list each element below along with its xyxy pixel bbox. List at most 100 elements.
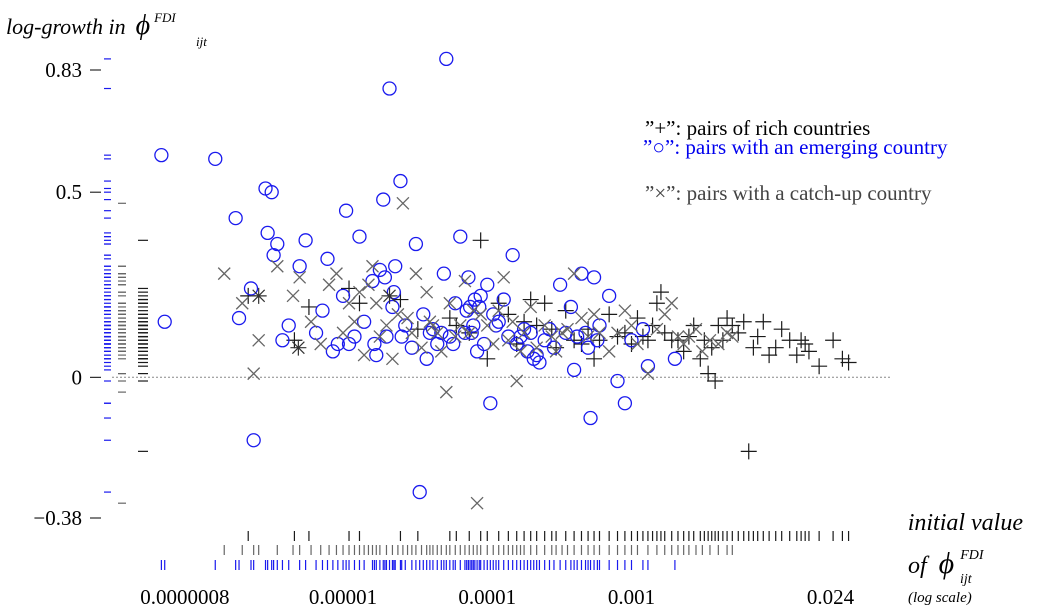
emerging-pair-point (352, 229, 367, 244)
catchup-pair-point (336, 326, 350, 340)
rich-pair-point (793, 332, 810, 349)
catchup-pair-point (247, 367, 261, 381)
overlapping-point (290, 339, 307, 356)
rich-pair-point (639, 332, 656, 349)
catchup-pair-point (549, 344, 563, 358)
catchup-pair-point (462, 326, 476, 340)
emerging-pair-point (386, 284, 401, 300)
emerging-pair-point (617, 396, 633, 411)
emerging-pair-point (347, 329, 362, 344)
catchup-pair-point (538, 319, 552, 332)
catchup-pair-point (625, 319, 638, 332)
emerging-pair-point (385, 299, 400, 315)
catchup-pair-point (650, 322, 664, 336)
emerging-pair-point (408, 236, 424, 252)
x-axis-title: initial value of ϕ FDI ijt (log scale) (908, 510, 1024, 606)
rich-pair-point (707, 373, 724, 390)
catchup-pair-point (711, 337, 725, 351)
rich-pair-point (740, 443, 757, 460)
emerging-pair-point (412, 484, 427, 500)
catchup-pair-point (293, 270, 307, 284)
rich-pair-point (840, 354, 857, 371)
catchup-pair-point (689, 322, 703, 336)
emerging-pair-point (610, 373, 625, 389)
emerging-pair-point (372, 262, 388, 278)
emerging-pair-point (505, 247, 520, 263)
emerging-pair-point (640, 359, 656, 374)
rich-pair-point (601, 306, 618, 323)
rich-pair-point (825, 332, 842, 349)
emerging-pair-point (488, 318, 504, 333)
catchup-pair-point (530, 341, 544, 355)
rich-pair-point (700, 365, 717, 382)
catchup-pair-point (322, 278, 336, 292)
emerging-pair-point (464, 325, 479, 341)
emerging-pair-point (476, 336, 492, 352)
emerging-pair-point (436, 266, 452, 281)
emerging-pair-point (442, 329, 457, 344)
emerging-pair-point (459, 303, 474, 318)
rich-pair-point (767, 339, 784, 356)
catchup-pair-point (695, 344, 709, 358)
catchup-pair-point (593, 326, 606, 340)
rich-pair-point (755, 313, 772, 330)
catchup-pair-point (725, 330, 739, 344)
rich-pair-point (609, 328, 626, 345)
emerging-pair-point (592, 318, 607, 333)
rich-pair-point (629, 310, 646, 327)
emerging-pair-point (566, 362, 582, 378)
catchup-pair-point (480, 319, 494, 332)
catchup-pair-point (342, 296, 356, 310)
catchup-pair-point (602, 344, 616, 358)
rich-pair-point (648, 295, 665, 312)
catchup-pair-point (420, 285, 434, 299)
catchup-pair-point (611, 326, 624, 340)
catchup-pair-point (385, 352, 399, 366)
rich-pair-point (409, 321, 426, 338)
legend: ”+”: pairs of rich countries ”○”: pairs … (643, 116, 948, 205)
catchup-pair-point (369, 296, 383, 310)
catchup-pair-point (470, 496, 484, 510)
catchup-pair-point (373, 330, 387, 344)
emerging-pair-point (208, 151, 223, 167)
emerging-pair-point (231, 310, 247, 326)
rich-pair-point (773, 321, 790, 338)
rich-pair-point (675, 343, 692, 360)
catchup-pair-point (270, 259, 284, 273)
rich-pair-point (797, 335, 814, 352)
catchup-pair-point (474, 307, 488, 321)
rich-pair-point (749, 328, 766, 345)
x-tick-label: 0.00001 (309, 585, 377, 609)
emerging-pair-point (308, 325, 324, 341)
catchup-pair-point (501, 333, 515, 347)
emerging-pair-point (578, 325, 593, 341)
rich-pair-point (522, 291, 539, 308)
emerging-pair-point (509, 336, 524, 352)
catchup-pair-point (396, 196, 410, 210)
catchup-pair-point (517, 326, 531, 340)
rich-pair-point (543, 321, 560, 338)
catchup-pair-point (458, 274, 472, 288)
emerging-pair-point (580, 340, 596, 355)
catchup-pair-point (401, 311, 415, 325)
x-axis-title-subscript: ijt (960, 572, 973, 587)
legend-entry-emerging: ”○”: pairs with an emerging country (643, 135, 948, 159)
emerging-pair-point (563, 299, 579, 315)
emerging-pair-point (356, 314, 372, 329)
emerging-pair-point (469, 344, 485, 359)
emerging-pair-point (574, 266, 589, 281)
catchup-pair-point (524, 300, 538, 314)
catchup-pair-point (567, 267, 581, 281)
emerging-pair-point (157, 314, 172, 329)
rich-pair-point (566, 332, 583, 349)
emerging-pair-point (570, 329, 585, 344)
catchup-pair-point (575, 311, 588, 325)
catchup-pair-point (426, 319, 440, 332)
catchup-pair-point (561, 322, 574, 336)
catchup-pair-point (618, 304, 632, 318)
emerging-pair-point (446, 336, 461, 352)
rich-pair-point (788, 347, 805, 364)
rich-pair-point (479, 350, 496, 367)
legend-entry-rich: ”+”: pairs of rich countries (645, 116, 870, 140)
emerging-pair-point (393, 173, 408, 189)
